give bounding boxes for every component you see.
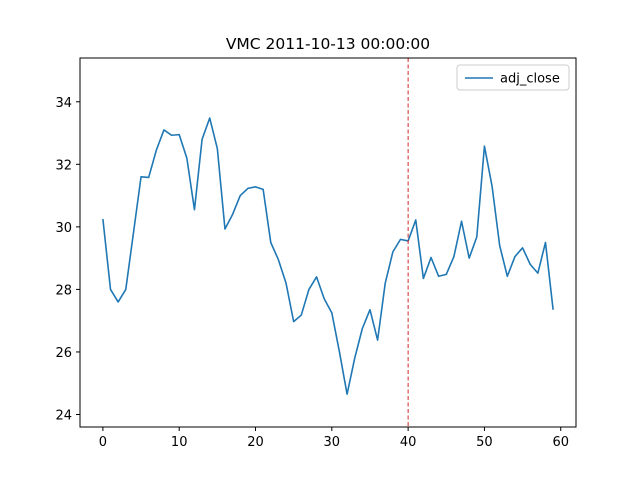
chart-title: VMC 2011-10-13 00:00:00	[226, 35, 430, 53]
legend-label: adj_close	[500, 72, 560, 87]
y-tick-label: 26	[55, 346, 72, 361]
x-tick-label: 20	[247, 435, 264, 450]
x-tick-label: 0	[99, 435, 107, 450]
axes-frame	[79, 57, 577, 428]
x-tick-label: 40	[400, 435, 417, 450]
legend: adj_close	[456, 64, 570, 91]
legend-box	[456, 64, 570, 91]
x-tick-label: 10	[171, 435, 188, 450]
series-line-adj_close	[102, 117, 554, 395]
y-tick-label: 24	[55, 408, 72, 423]
x-tick-label: 30	[324, 435, 341, 450]
y-tick-label: 34	[55, 96, 72, 111]
y-tick-label: 32	[55, 158, 72, 173]
x-tick-label: 50	[476, 435, 493, 450]
x-tick-label: 60	[552, 435, 569, 450]
y-tick-label: 28	[55, 283, 72, 298]
y-tick-label: 30	[55, 221, 72, 236]
